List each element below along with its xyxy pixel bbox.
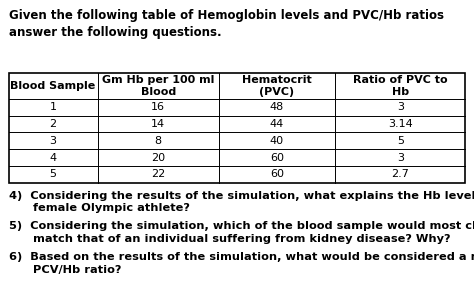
Text: 5: 5 [50,169,56,179]
Text: 8: 8 [155,136,162,146]
Text: match that of an individual suffering from kidney disease? Why?: match that of an individual suffering fr… [9,234,450,244]
Text: 5)  Considering the simulation, which of the blood sample would most closely: 5) Considering the simulation, which of … [9,221,474,231]
Text: 4)  Considering the results of the simulation, what explains the Hb levels of th: 4) Considering the results of the simula… [9,191,474,201]
Bar [9,73,465,183]
Text: 3: 3 [397,153,404,162]
Text: female Olympic athlete?: female Olympic athlete? [9,203,190,213]
Text: Gm Hb per 100 ml
Blood: Gm Hb per 100 ml Blood [102,75,214,97]
Text: 2.7: 2.7 [392,169,409,179]
Text: 44: 44 [270,119,284,129]
Text: Ratio of PVC to
Hb: Ratio of PVC to Hb [353,75,447,97]
Text: 48: 48 [270,103,284,112]
Text: 20: 20 [151,153,165,162]
Text: Hematocrit
(PVC): Hematocrit (PVC) [242,75,312,97]
Text: 14: 14 [151,119,165,129]
Text: 1: 1 [50,103,56,112]
Text: Blood Sample: Blood Sample [10,81,96,91]
Text: 3.14: 3.14 [388,119,413,129]
Text: 4: 4 [49,153,57,162]
Text: Given the following table of Hemoglobin levels and PVC/Hb ratios: Given the following table of Hemoglobin … [9,9,444,22]
Text: 16: 16 [151,103,165,112]
Text: 3: 3 [50,136,56,146]
Text: answer the following questions.: answer the following questions. [9,26,221,39]
Text: PCV/Hb ratio?: PCV/Hb ratio? [9,265,121,274]
Text: 22: 22 [151,169,165,179]
Text: 3: 3 [397,103,404,112]
Text: 40: 40 [270,136,284,146]
Text: 60: 60 [270,153,284,162]
Text: 6)  Based on the results of the simulation, what would be considered a normal: 6) Based on the results of the simulatio… [9,252,474,262]
Text: 5: 5 [397,136,404,146]
Text: 60: 60 [270,169,284,179]
Text: 2: 2 [49,119,57,129]
